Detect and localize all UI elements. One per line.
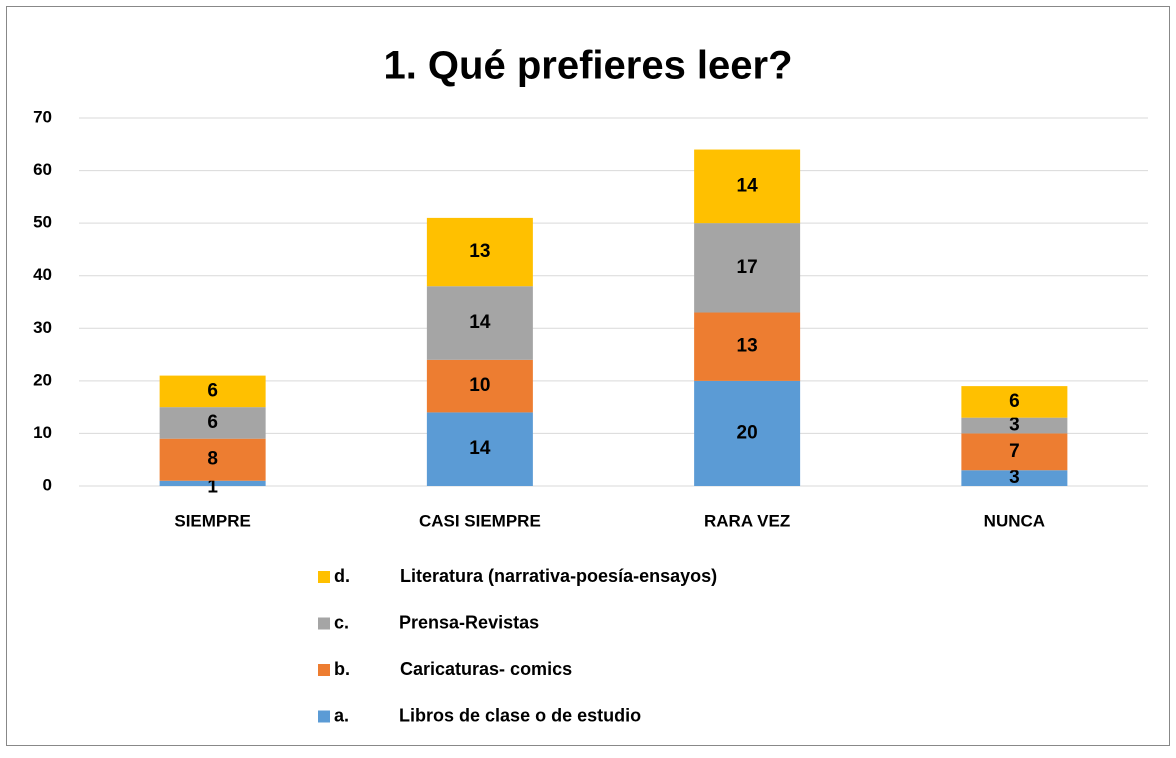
data-label: 6 [207, 412, 218, 433]
data-label: 8 [207, 449, 218, 470]
y-tick-label: 20 [33, 370, 52, 389]
y-tick-label: 60 [33, 160, 52, 179]
data-label: 14 [469, 438, 491, 459]
bar-segment [159, 438, 266, 481]
x-tick-label: NUNCA [984, 511, 1045, 530]
data-label: 6 [1009, 391, 1020, 412]
y-tick-label: 50 [33, 213, 52, 232]
data-label: 7 [1009, 441, 1020, 462]
x-tick-label: SIEMPRE [174, 511, 251, 530]
data-label: 17 [737, 257, 758, 278]
bar-segment [961, 470, 1068, 486]
data-label: 3 [1009, 415, 1020, 436]
y-tick-label: 40 [33, 265, 52, 284]
legend-swatch [318, 571, 330, 583]
y-tick-label: 10 [33, 423, 52, 442]
legend-label: d. Literatura (narrativa-poesía-ensayos) [334, 566, 717, 586]
y-tick-label: 30 [33, 318, 52, 337]
legend-label: a. Libros de clase o de estudio [334, 705, 641, 725]
bar-segment [694, 149, 801, 224]
legend-label: c. Prensa-Revistas [334, 612, 539, 632]
bar-segment [159, 480, 266, 486]
legend-swatch [318, 617, 330, 630]
bar-segment [961, 386, 1068, 418]
data-label: 13 [737, 336, 758, 357]
data-label: 6 [207, 380, 218, 401]
data-label: 20 [737, 422, 758, 443]
data-label: 13 [469, 241, 490, 262]
bar-segment [961, 433, 1068, 471]
legend-swatch [318, 710, 330, 723]
data-label: 14 [469, 312, 491, 333]
bar-segment [694, 223, 801, 313]
x-tick-label: RARA VEZ [704, 511, 790, 530]
bar-segment [961, 417, 1068, 434]
bar-segment [159, 407, 266, 439]
bar-segment [426, 359, 533, 413]
bar-segment [426, 217, 533, 287]
bar-segment [694, 312, 801, 381]
legend-swatch [318, 664, 330, 676]
x-tick-label: CASI SIEMPRE [419, 511, 541, 530]
bar-segment [426, 286, 533, 360]
legend-label: b. Caricaturas- comics [334, 659, 572, 679]
bar-segment [159, 375, 266, 408]
data-label: 14 [737, 175, 759, 196]
y-tick-label: 70 [33, 107, 52, 126]
data-label: 3 [1009, 467, 1020, 488]
data-label: 1 [207, 476, 218, 497]
y-tick-label: 0 [43, 475, 52, 494]
bar-segment [426, 412, 533, 486]
bar-segment [694, 380, 801, 486]
data-label: 10 [469, 375, 490, 396]
chart-title: 1. Qué prefieres leer? [383, 44, 792, 88]
